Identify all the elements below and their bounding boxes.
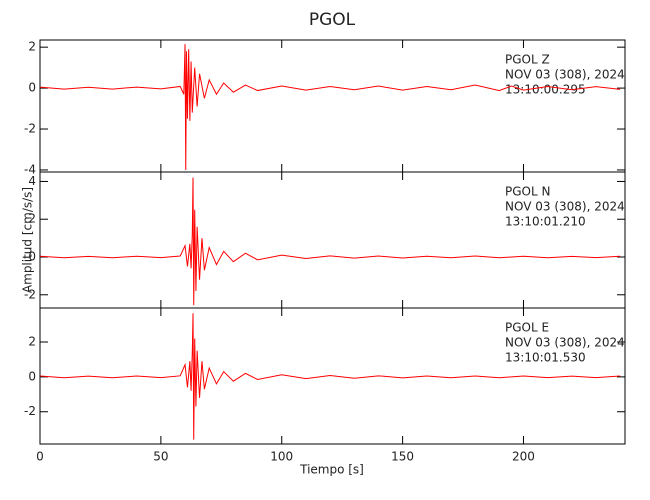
waveform	[39, 313, 621, 440]
y-tick-label: 0	[28, 250, 36, 264]
annotation: PGOL N	[505, 185, 550, 199]
y-tick-label: -2	[24, 122, 36, 136]
x-axis-label: Tiempo [s]	[299, 463, 364, 477]
y-tick-label: -4	[24, 162, 36, 176]
annotation: NOV 03 (308), 2024	[505, 200, 625, 214]
x-tick-label: 100	[270, 450, 293, 464]
annotation: NOV 03 (308), 2024	[505, 336, 625, 350]
chart-title: PGOL	[309, 10, 356, 30]
y-tick-label: 4	[28, 174, 36, 188]
waveform	[39, 44, 621, 170]
y-tick-label: 0	[28, 369, 36, 383]
annotation: PGOL Z	[505, 53, 550, 67]
x-tick-label: 0	[36, 450, 44, 464]
annotation: 13:10:01.530	[505, 351, 586, 365]
y-tick-label: 2	[28, 335, 36, 349]
y-tick-label: 0	[28, 81, 36, 95]
annotation: 13:10:00.295	[505, 83, 586, 97]
y-tick-label: 2	[28, 40, 36, 54]
y-tick-label: -2	[24, 404, 36, 418]
waveform	[39, 177, 621, 306]
x-tick-label: 200	[512, 450, 535, 464]
y-tick-label: 2	[28, 212, 36, 226]
annotation: PGOL E	[505, 321, 549, 335]
y-axis-label: Amplitud [cm/s/s]	[21, 187, 35, 293]
annotation: NOV 03 (308), 2024	[505, 68, 625, 82]
x-tick-label: 50	[153, 450, 168, 464]
x-tick-label: 150	[391, 450, 414, 464]
annotation: 13:10:01.210	[505, 215, 586, 229]
y-tick-label: -2	[24, 287, 36, 301]
